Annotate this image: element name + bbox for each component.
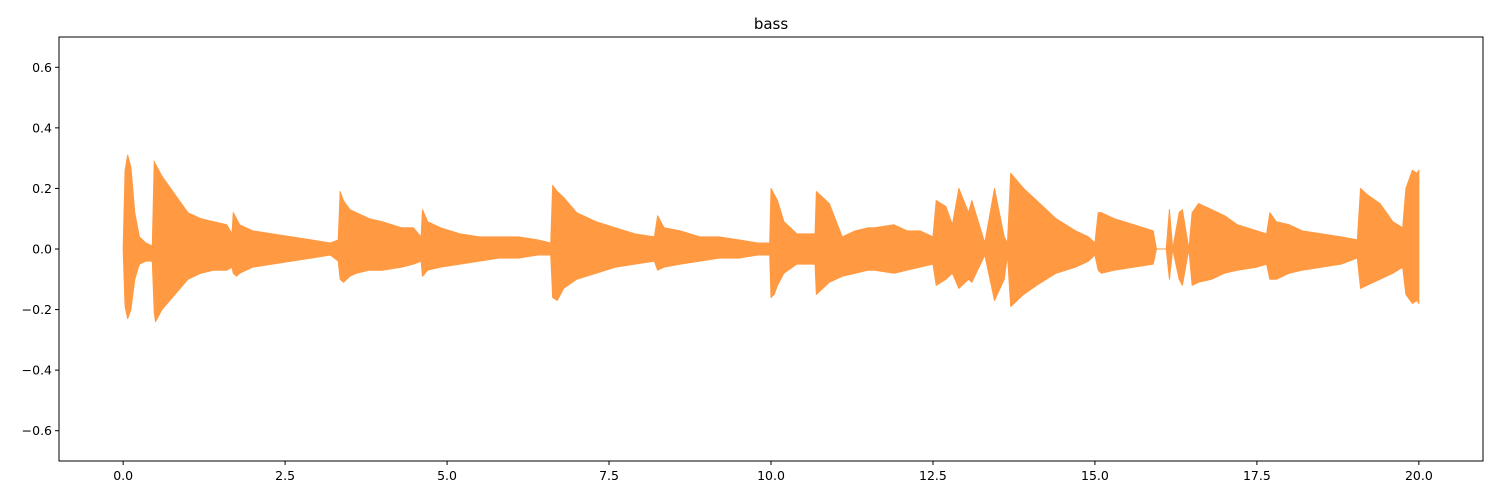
y-tick-label: 0.6 [32, 60, 52, 75]
y-tick-label: 0.2 [32, 181, 52, 196]
x-tick-label: 15.0 [1081, 468, 1109, 483]
x-tick-label: 17.5 [1243, 468, 1271, 483]
x-axis: 0.0 2.5 5.0 7.5 10.0 12.5 15.0 17.5 20.0 [113, 461, 1433, 483]
x-tick-label: 0.0 [113, 468, 133, 483]
y-tick-label: −0.6 [22, 423, 52, 438]
y-tick-label: 0.0 [32, 242, 52, 257]
y-axis: 0.6 0.4 0.2 0.0 −0.2 −0.4 −0.6 [22, 60, 59, 438]
y-tick-label: −0.2 [22, 302, 52, 317]
plot-area [122, 154, 1420, 323]
y-tick-label: 0.4 [32, 120, 52, 135]
x-tick-label: 2.5 [275, 468, 295, 483]
x-tick-label: 7.5 [599, 468, 619, 483]
waveform-series-0 [122, 154, 1420, 323]
x-tick-label: 5.0 [437, 468, 457, 483]
x-tick-label: 12.5 [919, 468, 947, 483]
y-tick-label: −0.4 [22, 363, 52, 378]
x-tick-label: 10.0 [757, 468, 785, 483]
chart-title: bass [754, 15, 789, 33]
x-tick-label: 20.0 [1405, 468, 1433, 483]
